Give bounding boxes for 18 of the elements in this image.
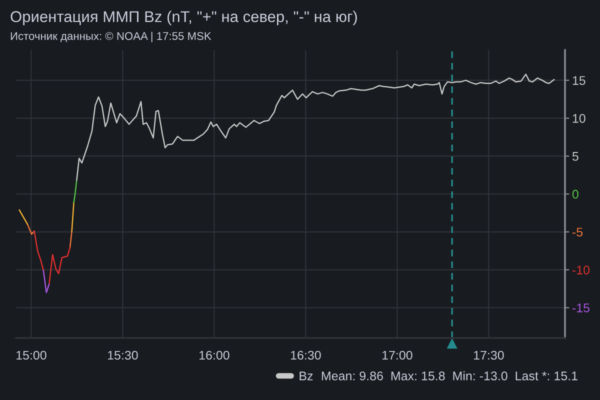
line-series bbox=[76, 74, 555, 182]
text: Mean: 9.86 Max: 15.8 Min: -13.0 Last *: 15.1 bbox=[322, 371, 578, 380]
y2-tick-label: 15 bbox=[572, 76, 586, 85]
x-tick-label: 16:30 bbox=[291, 350, 321, 360]
chart-title: Ориентация ММП Bz (nT, "+" на север, "-" на юг) bbox=[10, 10, 357, 26]
y2-tick-label: -10 bbox=[572, 266, 590, 274]
y2-tick-label: 10 bbox=[572, 114, 586, 123]
x-tick-label: 15:30 bbox=[108, 350, 138, 360]
chart-subtitle: Источник данных: © NOAA | 17:55 MSK bbox=[10, 32, 212, 42]
x-tick-label: 15:00 bbox=[16, 350, 46, 360]
legend-label: Bz bbox=[300, 372, 313, 380]
x-tick-label: 17:00 bbox=[382, 350, 412, 360]
y2-tick-label: 0 bbox=[572, 190, 578, 199]
y2-tick-label: 5 bbox=[572, 152, 578, 161]
y2-tick-label: -15 bbox=[572, 304, 590, 312]
y2-tick-label: -5 bbox=[572, 228, 583, 237]
x-tick-label: 17:30 bbox=[474, 350, 504, 360]
x-tick-label: 16:00 bbox=[200, 350, 230, 360]
